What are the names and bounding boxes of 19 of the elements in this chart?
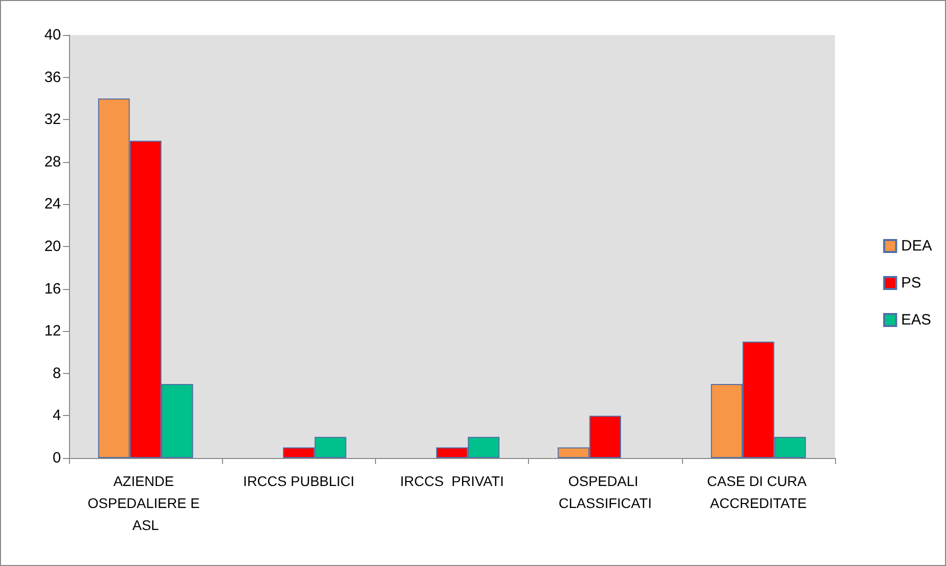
y-tick-label: 8	[52, 364, 61, 382]
legend-label: DEA	[901, 238, 932, 254]
y-tick-label: 40	[44, 26, 61, 44]
legend-label: EAS	[901, 312, 932, 328]
x-tick-label: CASE DI CURA ACCREDITATE	[707, 473, 810, 511]
x-tick-label: IRCCS PUBBLICI	[243, 473, 354, 489]
x-tick-label: IRCCS PRIVATI	[400, 473, 504, 489]
y-tick-label: 24	[44, 196, 61, 213]
y-tick-label: 4	[52, 407, 61, 424]
y-tick-label: 20	[44, 238, 61, 255]
x-tick-label: OSPEDALI CLASSIFICATI	[558, 473, 652, 511]
y-tick-label: 36	[44, 68, 61, 86]
y-tick-label: 28	[44, 153, 61, 170]
x-tick-label: AZIENDE OSPEDALIERE E ASL	[88, 473, 204, 533]
y-tick-label: 0	[52, 450, 61, 466]
y-tick-label: 32	[44, 111, 61, 128]
y-tick-label: 12	[44, 322, 61, 340]
y-tick-label: 16	[44, 280, 61, 298]
legend-label: PS	[901, 274, 922, 292]
